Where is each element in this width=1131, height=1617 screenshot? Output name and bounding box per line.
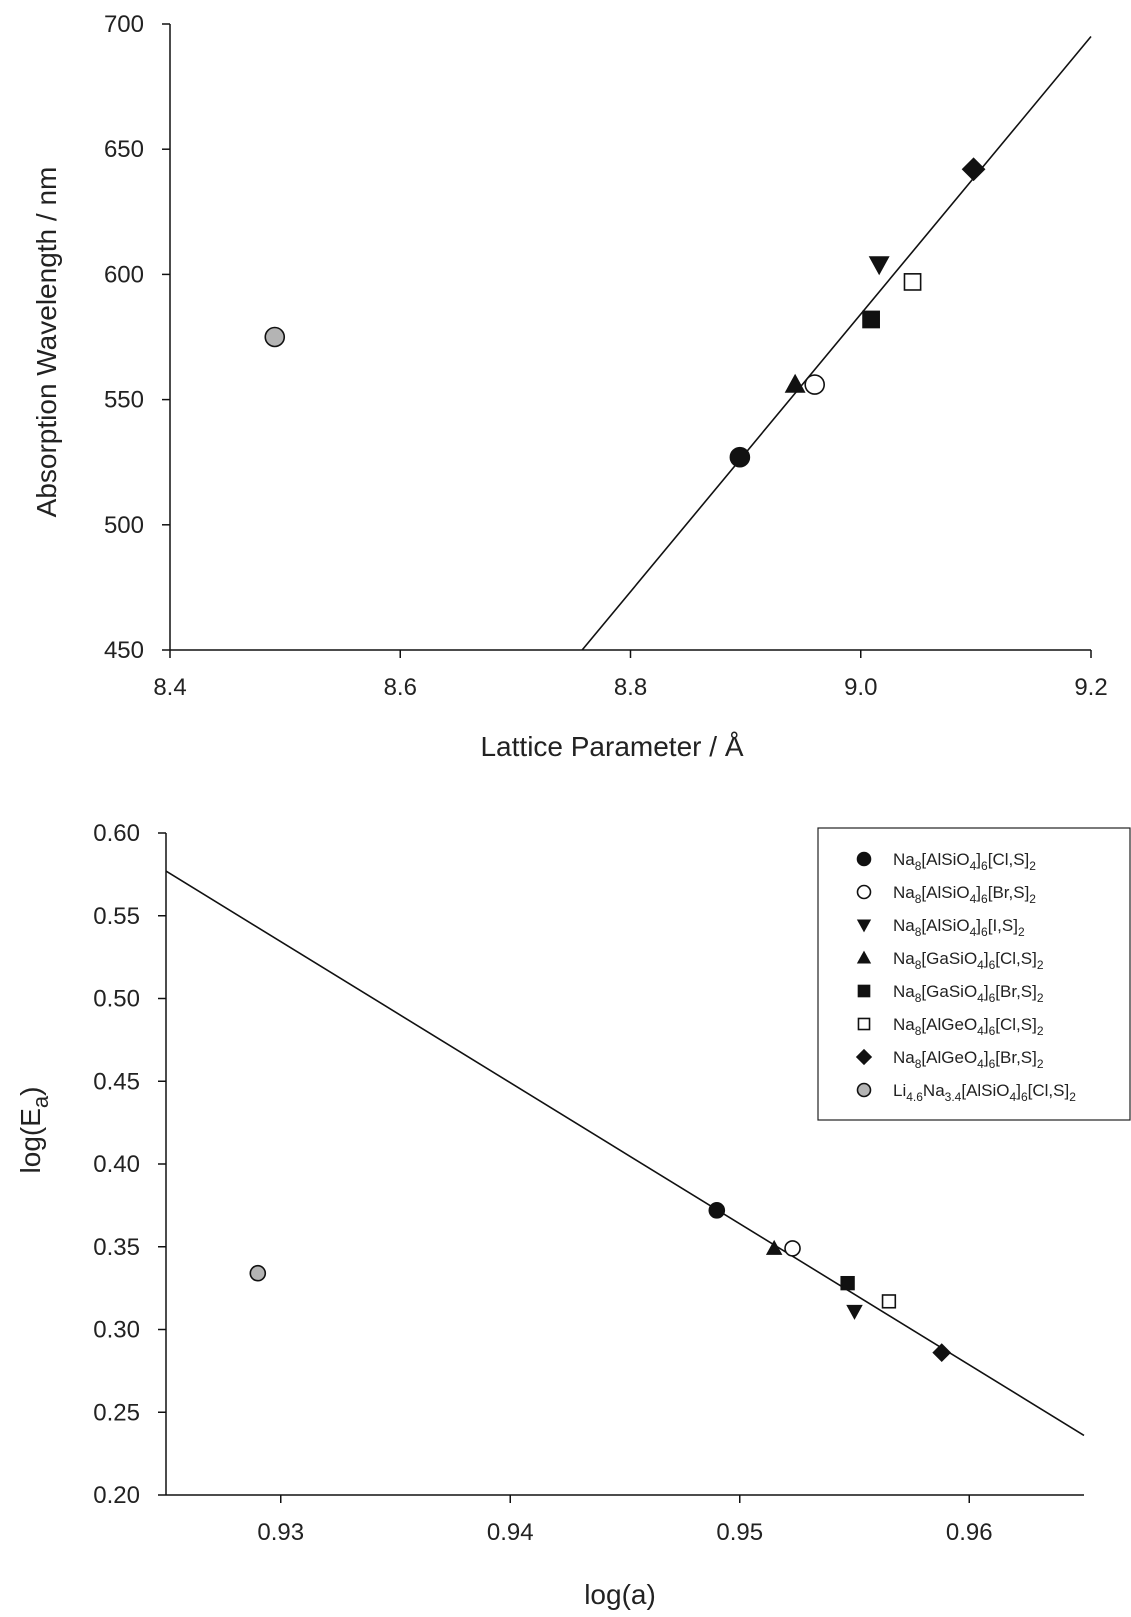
points (264, 157, 986, 468)
x-axis-title: Lattice Parameter / Å (480, 731, 743, 762)
data-point-s5 (862, 310, 880, 329)
x-tick-label: 9.2 (1074, 674, 1107, 701)
legend-label-s4: Na8[GaSiO4]6[Cl,S]2 (893, 949, 1044, 972)
x-tick-label: 0.93 (257, 1519, 304, 1546)
data-point-s3 (846, 1304, 863, 1320)
fit-line-group (581, 36, 1092, 651)
chart-wavelength-vs-lattice: 8.4 8.6 8.8 9.0 9.2 450 500 550 600 650 700 Lattic… (31, 11, 1108, 762)
legend-label-s8: Li4.6Na3.4[AlSiO4]6[Cl,S]2 (893, 1081, 1076, 1104)
y-axis-title: Absorption Wavelength / nm (31, 167, 62, 518)
axes (169, 24, 1091, 651)
data-point-s6 (881, 1294, 897, 1309)
y-tick-label: 700 (104, 11, 144, 38)
y-tick-label: 0.60 (93, 820, 140, 847)
x-tick-label: 8.8 (614, 674, 647, 701)
data-point-s3 (868, 256, 890, 276)
x-tick-label: 0.94 (487, 1519, 534, 1546)
x-tick-label: 0.96 (946, 1519, 993, 1546)
data-point-s1 (708, 1202, 726, 1219)
x-tick-label: 0.95 (716, 1519, 763, 1546)
x-axis-title: log(a) (584, 1579, 656, 1610)
legend-marker-s2 (856, 884, 872, 900)
x-tick-label: 8.4 (153, 674, 186, 701)
y-tick-label: 0.40 (93, 1151, 140, 1178)
data-point-s8 (249, 1264, 267, 1282)
fit-line-group (165, 870, 1085, 1437)
legend-marker-s8 (856, 1082, 872, 1098)
data-point-s7 (961, 157, 986, 182)
data-point-s4 (765, 1239, 783, 1255)
legend-items: Na8[AlSiO4]6[Cl,S]2 Na8[AlSiO4]6[Br,S]2 Na… (855, 850, 1076, 1104)
data-point-s5 (840, 1275, 855, 1291)
y-tick-label: 450 (104, 637, 144, 664)
y-axis-title-subscript: a (28, 1095, 53, 1108)
legend-label-s6: Na8[AlGeO4]6[Cl,S]2 (893, 1015, 1044, 1038)
data-point-s4 (784, 373, 806, 393)
y-tick-label: 0.45 (93, 1068, 140, 1095)
legend-marker-s6 (857, 1017, 871, 1031)
legend-label-s3: Na8[AlSiO4]6[I,S]2 (893, 916, 1025, 939)
y-tick-label: 0.20 (93, 1482, 140, 1509)
y-tick-label: 550 (104, 387, 144, 414)
legend-frame (817, 827, 1131, 1121)
y-tick-label: 0.25 (93, 1399, 140, 1426)
y-tick-label: 0.55 (93, 903, 140, 930)
x-tick-label: 8.6 (384, 674, 417, 701)
x-tick-label: 9.0 (844, 674, 877, 701)
points (249, 1202, 952, 1363)
ticks: 0.93 0.94 0.95 0.96 0.20 0.25 0.30 0.35 0.40 0.45… (93, 820, 992, 1546)
y-axis-title-close: ) (15, 1087, 46, 1096)
legend-marker-s5 (857, 984, 871, 998)
legend-label-s1: Na8[AlSiO4]6[Cl,S]2 (893, 850, 1036, 873)
legend-label-s5: Na8[GaSiO4]6[Br,S]2 (893, 982, 1044, 1005)
legend-marker-s3 (856, 919, 872, 933)
y-tick-label: 500 (104, 512, 144, 539)
fit-line (581, 36, 1092, 651)
y-tick-label: 0.35 (93, 1234, 140, 1261)
legend: Na8[AlSiO4]6[Cl,S]2 Na8[AlSiO4]6[Br,S]2 Na… (817, 827, 1131, 1121)
y-axis-title: log(Ea) (15, 1087, 53, 1174)
data-point-s1 (729, 446, 751, 468)
ticks: 8.4 8.6 8.8 9.0 9.2 450 500 550 600 650 700 (104, 11, 1108, 701)
legend-marker-s4 (856, 950, 872, 964)
data-point-s2 (804, 374, 826, 395)
y-tick-label: 650 (104, 136, 144, 163)
chart-log-energy-vs-log-lattice: 0.93 0.94 0.95 0.96 0.20 0.25 0.30 0.35 0.40 0.45… (15, 820, 1131, 1610)
data-point-s6 (903, 273, 922, 291)
data-point-s2 (784, 1240, 801, 1257)
legend-label-s2: Na8[AlSiO4]6[Br,S]2 (893, 883, 1036, 906)
legend-marker-s1 (856, 851, 872, 867)
data-point-s7 (932, 1343, 952, 1363)
data-point-s8 (264, 326, 286, 348)
y-tick-label: 0.30 (93, 1317, 140, 1344)
y-tick-label: 0.50 (93, 986, 140, 1013)
fit-line (165, 870, 1085, 1437)
y-tick-label: 600 (104, 261, 144, 288)
legend-label-s7: Na8[AlGeO4]6[Br,S]2 (893, 1048, 1044, 1071)
y-axis-title-main: log(E (15, 1108, 46, 1173)
legend-marker-s7 (855, 1048, 873, 1066)
